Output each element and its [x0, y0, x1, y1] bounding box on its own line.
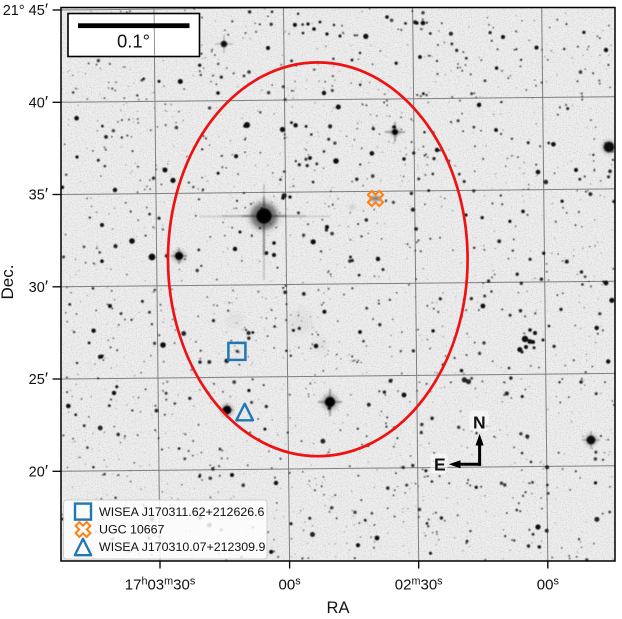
- svg-text:UGC 10667: UGC 10667: [99, 522, 165, 536]
- svg-text:0.1°: 0.1°: [117, 31, 150, 52]
- svg-text:N: N: [473, 412, 486, 432]
- svg-text:17h03m30s: 17h03m30s: [125, 575, 196, 593]
- svg-text:21° 45′: 21° 45′: [3, 0, 48, 19]
- svg-text:WISEA J170311.62+212626.6: WISEA J170311.62+212626.6: [99, 505, 265, 519]
- svg-text:35′: 35′: [29, 185, 48, 204]
- svg-text:Dec.: Dec.: [0, 265, 17, 300]
- svg-text:WISEA J170310.07+212309.9: WISEA J170310.07+212309.9: [99, 540, 265, 554]
- svg-text:02m30s: 02m30s: [395, 575, 443, 593]
- svg-text:40′: 40′: [29, 92, 48, 111]
- svg-text:E: E: [434, 455, 446, 475]
- svg-text:RA: RA: [327, 599, 350, 617]
- svg-text:25′: 25′: [29, 369, 48, 388]
- svg-text:20′: 20′: [29, 461, 48, 480]
- svg-text:30′: 30′: [29, 277, 48, 296]
